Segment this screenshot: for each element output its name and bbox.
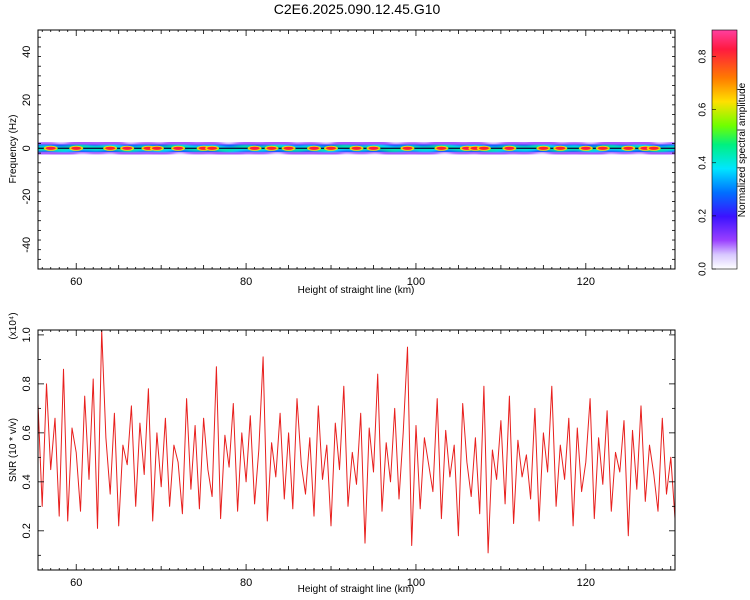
spectrogram-hotspot — [151, 146, 162, 150]
spectrogram-hotspot — [249, 146, 260, 150]
colorbar-tick-label: 0.6 — [698, 102, 709, 116]
spectrogram-hotspot — [504, 146, 515, 150]
snr-xtick-label: 80 — [240, 577, 252, 589]
spectrogram-xtick-label: 120 — [577, 276, 595, 288]
spectrogram-xtick-label: 80 — [240, 276, 252, 288]
spectrogram-hotspot — [597, 146, 608, 150]
snr-xtick-label: 100 — [407, 577, 425, 589]
spectrogram-ytick-label: 20 — [21, 94, 33, 106]
spectrogram-xtick-label: 100 — [407, 276, 425, 288]
colorbar: 0.0 0.2 0.4 0.6 0.8 Normalized spectral ampl… — [698, 29, 748, 276]
spectrogram-hotspot — [368, 146, 379, 150]
spectrogram-ytick-label: 40 — [21, 46, 33, 58]
spectrogram-hotspot — [351, 146, 362, 150]
snr-xtick-label: 60 — [70, 577, 82, 589]
spectrogram-xtick-label: 60 — [70, 276, 82, 288]
snr-ytick-label: 0.2 — [21, 523, 33, 538]
spectrogram-hotspot — [173, 146, 184, 150]
spectrogram-hotspot — [555, 146, 566, 150]
spectrogram-panel: 60 80 100 120 -40 -20 0 20 40 Height of straigh… — [8, 29, 676, 296]
colorbar-gradient — [711, 29, 738, 270]
snr-xtick-label: 120 — [577, 577, 595, 589]
snr-y-label: SNR (10 * v/v) — [8, 418, 19, 482]
snr-x-label: Height of straight line (km) — [298, 584, 415, 595]
spectrogram-hotspot — [648, 146, 659, 150]
snr-ytick-label: 0.4 — [21, 474, 33, 489]
colorbar-tick-label: 0.2 — [698, 209, 709, 223]
colorbar-tick-label: 0.0 — [698, 262, 709, 276]
spectrogram-hotspot — [45, 146, 56, 150]
spectrogram-hotspot — [326, 146, 337, 150]
spectrogram-hotspot — [402, 146, 413, 150]
snr-ytick-label: 0.6 — [21, 425, 33, 440]
snr-ytick-label: 0.8 — [21, 376, 33, 391]
spectrogram-x-label: Height of straight line (km) — [298, 285, 415, 296]
spectrogram-hotspot — [436, 146, 447, 150]
spectrogram-hotspot — [105, 146, 116, 150]
spectrogram-hotspot — [71, 146, 82, 150]
figure-title: C2E6.2025.090.12.45.G10 — [274, 1, 441, 17]
colorbar-label: Normalized spectral amplitude — [737, 82, 748, 217]
spectrogram-ytick-label: 0 — [21, 145, 33, 151]
spectrogram-hotspot — [580, 146, 591, 150]
spectrogram-hotspot — [283, 146, 294, 150]
snr-panel: 60 80 100 120 0.2 0.4 0.6 0.8 1.0 (x10⁴) Height… — [8, 312, 676, 595]
spectrogram-hotspot — [478, 146, 489, 150]
snr-series-line — [38, 330, 675, 554]
spectrogram-hotspot — [538, 146, 549, 150]
spectrogram-y-label: Frequency (Hz) — [8, 115, 19, 184]
snr-ytick-label: 1.0 — [21, 327, 33, 342]
colorbar-tick-label: 0.8 — [698, 49, 709, 63]
spectrogram-hotspot — [623, 146, 634, 150]
spectrogram-hotspot — [207, 146, 218, 150]
snr-scale-note: (x10⁴) — [8, 312, 19, 339]
spectrogram-hotspot — [266, 146, 277, 150]
spectrogram-ytick-label: -20 — [21, 189, 33, 205]
spectrogram-hotspot — [309, 146, 320, 150]
colorbar-tick-label: 0.4 — [698, 155, 709, 169]
spectrogram-hotspot — [122, 146, 133, 150]
spectrogram-ytick-label: -40 — [21, 237, 33, 253]
